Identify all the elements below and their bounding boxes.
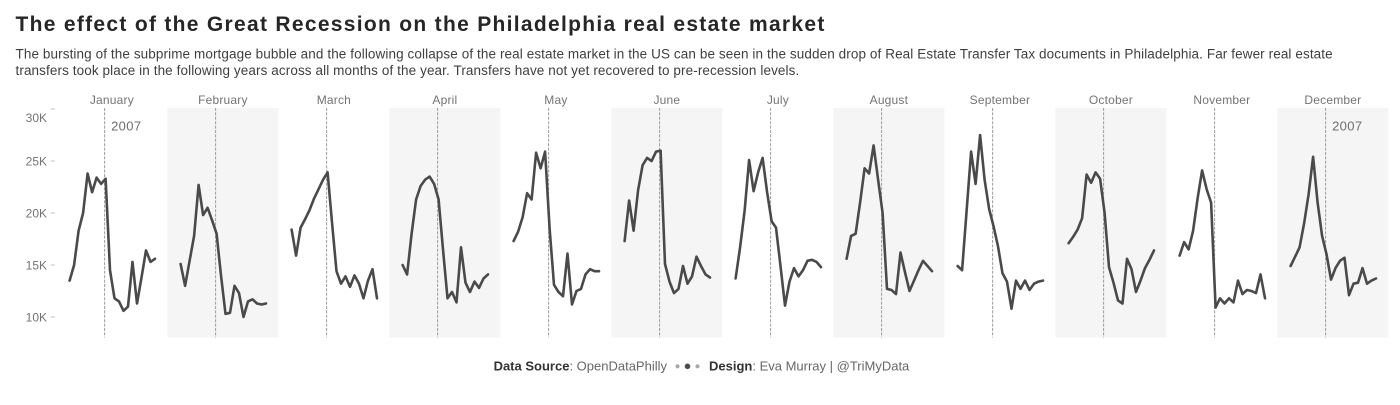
- svg-text:December: December: [1304, 93, 1361, 107]
- svg-text:The bursting of the subprime m: The bursting of the subprime mortgage bu…: [16, 47, 1333, 62]
- svg-text:May: May: [544, 93, 567, 107]
- svg-text:September: September: [970, 93, 1031, 107]
- svg-text:February: February: [198, 93, 248, 107]
- svg-text:August: August: [870, 93, 909, 107]
- svg-text:Data Source: OpenDataPhilly: Data Source: OpenDataPhilly: [494, 359, 668, 374]
- svg-text:April: April: [432, 93, 457, 107]
- svg-text:March: March: [317, 93, 351, 107]
- svg-text:November: November: [1193, 93, 1250, 107]
- svg-text:The effect of the Great Recess: The effect of the Great Recession on the…: [16, 13, 826, 36]
- svg-text:July: July: [767, 93, 789, 107]
- svg-text:25K: 25K: [26, 154, 47, 168]
- svg-text:June: June: [653, 93, 680, 107]
- svg-text:20K: 20K: [26, 206, 47, 220]
- svg-text:30K: 30K: [26, 111, 47, 125]
- svg-text:10K: 10K: [26, 310, 47, 324]
- svg-text:January: January: [90, 93, 134, 107]
- svg-text:15K: 15K: [26, 258, 47, 272]
- svg-text:Design: Eva Murray | @TriMyDat: Design: Eva Murray | @TriMyData: [709, 359, 910, 374]
- svg-text:2007: 2007: [1332, 119, 1362, 134]
- svg-text:transfers took place in the fo: transfers took place in the following ye…: [16, 63, 800, 78]
- svg-text:October: October: [1089, 93, 1133, 107]
- svg-text:2007: 2007: [111, 119, 141, 134]
